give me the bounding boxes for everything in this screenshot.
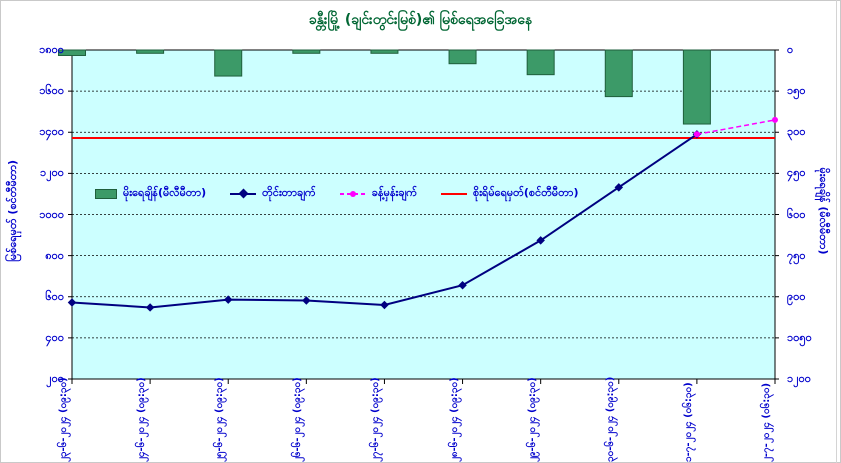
left-tick-label: ၄၀၀	[45, 330, 64, 344]
left-tick-label: ၁၆၀၀	[39, 84, 64, 98]
right-tick-label: ၃၀၀	[787, 125, 806, 139]
observed-point	[67, 298, 77, 307]
legend-swatch-rainfall	[95, 189, 117, 199]
rainfall-bar	[682, 49, 711, 125]
rainfall-bar	[526, 49, 555, 76]
legend-label-forecast: ခန့်မှန်းချက်	[371, 186, 418, 199]
legend-item-observed: တိုင်းတာချက်	[230, 186, 316, 202]
legend-swatch-forecast	[339, 188, 366, 200]
legend-item-forecast: ခန့်မှန်းချက်	[339, 186, 418, 202]
right-tick-label: ၇၅၀	[787, 248, 806, 262]
chart-legend: မိုးရေချိန်(မီလီမီတာ) တိုင်းတာချက် ခန့်မ…	[95, 186, 578, 202]
x-tick-label: ၂၄-၆-၂၀၂၄ (၀၉:၃၀)	[136, 377, 148, 462]
x-tick-label: ၂၉-၆-၂၀၂၄ (၀၉:၃၀)	[526, 377, 538, 462]
x-tick-label: ၂-၇-၂၀၂၄ (၀၆:၃၀)	[761, 382, 772, 462]
x-tick-label: ၃၀-၆-၂၀၂၄ (၀၉:၃၀)	[604, 376, 616, 462]
legend-label-rainfall: မိုးရေချိန်(မီလီမီတာ)	[123, 186, 207, 199]
left-tick-label: ၁၄၀၀	[39, 125, 64, 139]
right-tick-label: ၁၂၀၀	[787, 372, 811, 385]
rainfall-bar	[136, 49, 165, 54]
legend-item-rainfall: မိုးရေချိန်(မီလီမီတာ)	[95, 186, 206, 202]
rainfall-bar	[370, 49, 399, 54]
right-tick-label: ၀	[787, 43, 794, 56]
legend-swatch-observed	[230, 188, 257, 200]
left-tick-label: ၁၀၀၀	[39, 207, 64, 221]
rainfall-bar	[214, 49, 243, 77]
x-tick-label: ၂၈-၆-၂၀၂၄ (၀၉:၃၀)	[448, 377, 460, 462]
forecast-point	[693, 131, 700, 138]
rainfall-bar	[604, 49, 633, 98]
x-tick-label: ၂၆-၆-၂၀၂၄ (၀၉:၃၀)	[292, 377, 304, 462]
right-tick-label: ၉၀၀	[787, 289, 806, 303]
observed-point	[223, 295, 233, 304]
legend-label-warning-level: စိုးရိမ်ရေမှတ်(စင်တီမီတာ)	[473, 186, 579, 199]
right-tick-label: ၁၀၅၀	[787, 330, 812, 344]
rainfall-bar	[58, 49, 86, 56]
left-tick-label: ၂၀၀	[46, 372, 64, 385]
legend-label-observed: တိုင်းတာချက်	[262, 186, 316, 199]
rainfall-bar	[292, 49, 321, 54]
forecast-line	[696, 119, 776, 136]
right-tick-label: ၁၅၀	[787, 84, 806, 98]
x-tick-label: ၂၅-၆-၂၀၂၄ (၀၉:၃၀)	[214, 377, 226, 462]
legend-swatch-warning-level	[441, 188, 468, 200]
legend-item-warning-level: စိုးရိမ်ရေမှတ်(စင်တီမီတာ)	[441, 186, 578, 202]
right-tick-label: ၆၀၀	[787, 207, 806, 221]
chart-title: ခန္တီးမြို့ (ချင်းတွင်းမြစ်)၏ မြစ်ရေအခြေ…	[308, 12, 533, 28]
observed-point	[380, 300, 389, 310]
x-tick-label: ၁-၇-၂၀၂၄ (၀၆:၃၀)	[682, 382, 694, 462]
x-tick-label: ၂၇-၆-၂၀၂၄ (၀၉:၃၀)	[370, 377, 382, 462]
right-tick-label: ၄၅၀	[787, 166, 806, 180]
left-tick-label: ၁၂၀၀	[40, 166, 64, 180]
left-tick-label: ၁၈၀၀	[39, 43, 64, 56]
x-tick-label: ၂၃-၆-၂၀၂၄ (၀၉:၃၀)	[58, 377, 69, 462]
rainfall-bar	[448, 49, 477, 65]
observed-point	[302, 296, 311, 305]
left-tick-label: ၆၀၀	[45, 289, 64, 303]
sheet-column-line	[836, 0, 837, 463]
forecast-point	[772, 116, 778, 123]
observed-point	[458, 280, 467, 290]
observed-point	[145, 303, 155, 312]
left-tick-label: ၈၀၀	[45, 248, 64, 262]
